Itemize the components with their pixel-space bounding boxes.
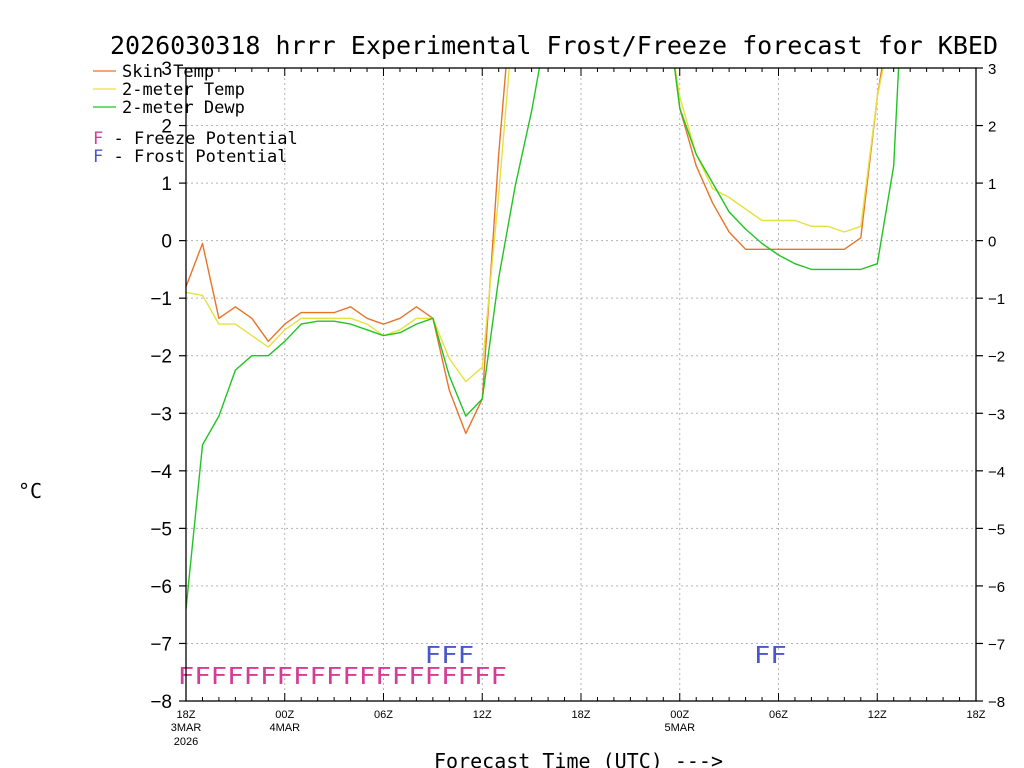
y-tick-label-left: 3 xyxy=(161,59,172,80)
y-tick-label-right: −1 xyxy=(988,291,1005,308)
chart-title: 2026030318 hrrr Experimental Frost/Freez… xyxy=(110,31,998,60)
x-axis-label: Forecast Time (UTC) ---> xyxy=(434,749,723,768)
legend-freeze-label: - Freeze Potential xyxy=(103,129,297,149)
y-tick-label-left: −2 xyxy=(150,347,172,368)
y-tick-label-left: −3 xyxy=(150,404,172,425)
potential-marker-row: FFF xyxy=(425,643,474,669)
grid-lines xyxy=(186,68,976,701)
x-tick-year-label: 2026 xyxy=(174,736,198,748)
legend-freeze-letter: F xyxy=(93,129,103,149)
potential-marker-row: FF xyxy=(754,643,787,669)
y-tick-label-right: 1 xyxy=(988,176,996,193)
x-tick-label: 06Z xyxy=(769,709,788,721)
series-line-2-meter-dewp xyxy=(186,68,900,609)
series-layer xyxy=(186,68,900,609)
y-tick-label-right: −7 xyxy=(988,636,1005,653)
legend-dewp-label: 2-meter Dewp xyxy=(122,98,245,118)
y-tick-label-left: −1 xyxy=(150,289,172,310)
x-tick-label: 00Z xyxy=(275,709,294,721)
y-tick-label-right: −5 xyxy=(988,521,1005,538)
x-tick-label: 12Z xyxy=(473,709,492,721)
legend-skin-label: Skin Temp xyxy=(122,62,214,82)
y-tick-label-left: 1 xyxy=(161,174,172,195)
potential-marker-row: FFFFFFFFFFFFFFFFFFFF xyxy=(178,664,507,690)
y-tick-label-right: −4 xyxy=(988,464,1005,481)
y-tick-label-right: −6 xyxy=(988,579,1005,596)
y-tick-label-left: −5 xyxy=(150,519,172,540)
y-tick-label-left: 0 xyxy=(161,232,172,253)
legend-frost-label: - Frost Potential xyxy=(103,147,287,167)
y-tick-label-left: −4 xyxy=(150,462,172,483)
legend: Skin Temp 2-meter Temp 2-meter Dewp F - … xyxy=(93,62,298,167)
y-axis-label: °C xyxy=(18,479,42,503)
y-tick-label-right: −2 xyxy=(988,349,1005,366)
legend-temp-label: 2-meter Temp xyxy=(122,80,245,100)
x-tick-label: 18Z xyxy=(572,709,591,721)
y-tick-label-right: −8 xyxy=(988,694,1005,711)
x-tick-label: 00Z xyxy=(670,709,689,721)
x-tick-label: 12Z xyxy=(868,709,887,721)
y-tick-label-right: −3 xyxy=(988,406,1005,423)
legend-frost-letter: F xyxy=(93,147,103,167)
y-tick-label-right: 2 xyxy=(988,119,996,136)
legend-frost-entry: F - Frost Potential xyxy=(93,147,287,167)
x-tick-label: 18Z xyxy=(967,709,986,721)
y-tick-label-right: 3 xyxy=(988,61,996,78)
y-tick-label-left: 2 xyxy=(161,117,172,138)
x-tick-label: 18Z xyxy=(177,709,196,721)
y-tick-label-right: 0 xyxy=(988,234,996,251)
y-axis-ticks: −8 −8 −7 −7 −6 −6 −5 −5 −4 −4 −3 −3 −2 −2 −1 −1 0 0 1 1 2 2 3 3 xyxy=(150,59,1005,713)
x-tick-sublabel: 3MAR xyxy=(171,722,202,734)
legend-freeze-entry: F - Freeze Potential xyxy=(93,129,298,149)
y-tick-label-left: −6 xyxy=(150,577,172,598)
y-tick-label-left: −7 xyxy=(150,634,172,655)
y-tick-label-left: −8 xyxy=(150,692,172,713)
series-line-skin-temp xyxy=(186,68,883,435)
x-tick-sublabel: 4MAR xyxy=(269,722,300,734)
series-line-2-meter-temp xyxy=(186,68,884,383)
x-tick-label: 06Z xyxy=(374,709,393,721)
x-tick-sublabel: 5MAR xyxy=(664,722,695,734)
